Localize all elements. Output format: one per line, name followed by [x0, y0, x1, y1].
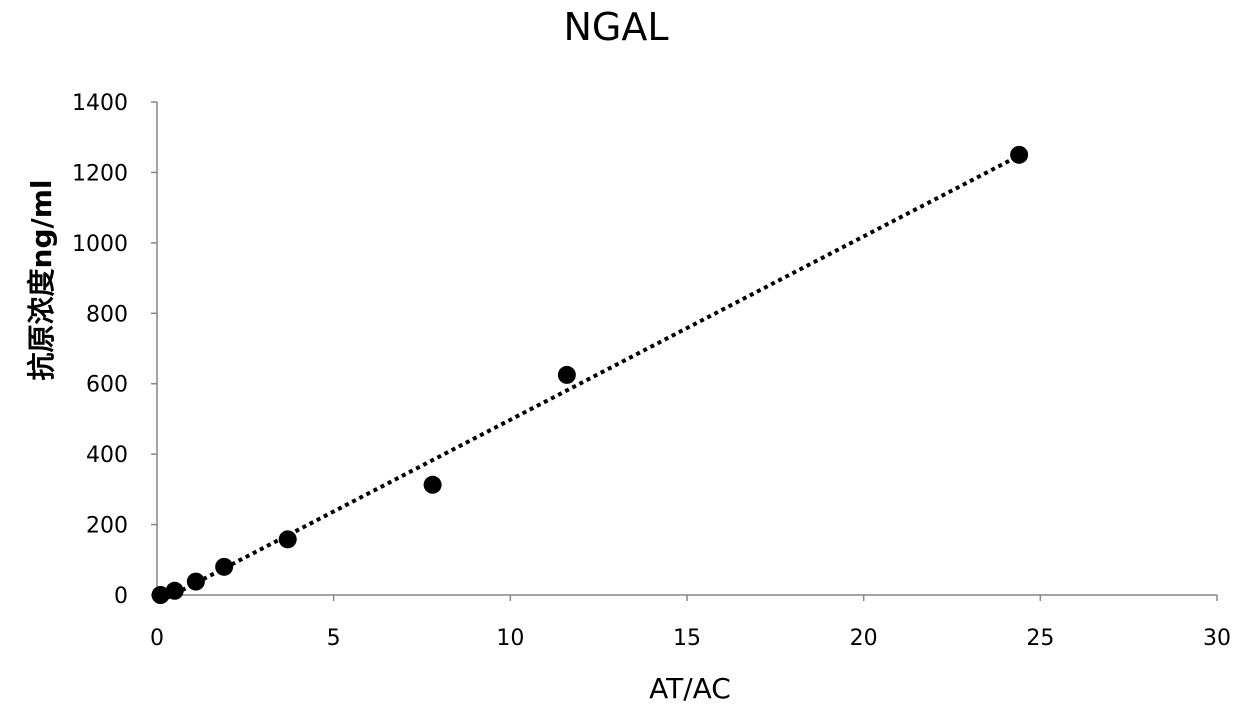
- x-tick-label: 15: [673, 626, 701, 651]
- y-tick-label: 1200: [72, 161, 128, 186]
- y-tick-label: 600: [86, 373, 128, 398]
- y-tick-label: 400: [86, 443, 128, 468]
- x-tick-label: 5: [327, 626, 341, 651]
- y-tick-label: 200: [86, 514, 128, 539]
- x-tick-label: 30: [1203, 626, 1231, 651]
- data-point: [187, 573, 205, 591]
- data-points: [152, 146, 1029, 604]
- x-tick-label: 0: [150, 626, 164, 651]
- x-tick-label: 20: [850, 626, 878, 651]
- axes: 0 5 10 15 20 25 30 0 200 400 600 800 1000 1200 1400: [72, 91, 1231, 651]
- data-point: [424, 476, 442, 494]
- data-point: [558, 366, 576, 384]
- y-tick-label: 0: [114, 584, 128, 609]
- y-tick-label: 800: [86, 302, 128, 327]
- data-point: [279, 530, 297, 548]
- x-tick-label: 25: [1026, 626, 1054, 651]
- data-point: [1010, 146, 1028, 164]
- x-tick-label: 10: [496, 626, 524, 651]
- data-point: [215, 558, 233, 576]
- data-point: [166, 582, 184, 600]
- scatter-plot: 0 5 10 15 20 25 30 0 200 400 600 800 1000 1200 1400: [0, 0, 1240, 715]
- y-tick-label: 1000: [72, 232, 128, 257]
- y-tick-label: 1400: [72, 91, 128, 116]
